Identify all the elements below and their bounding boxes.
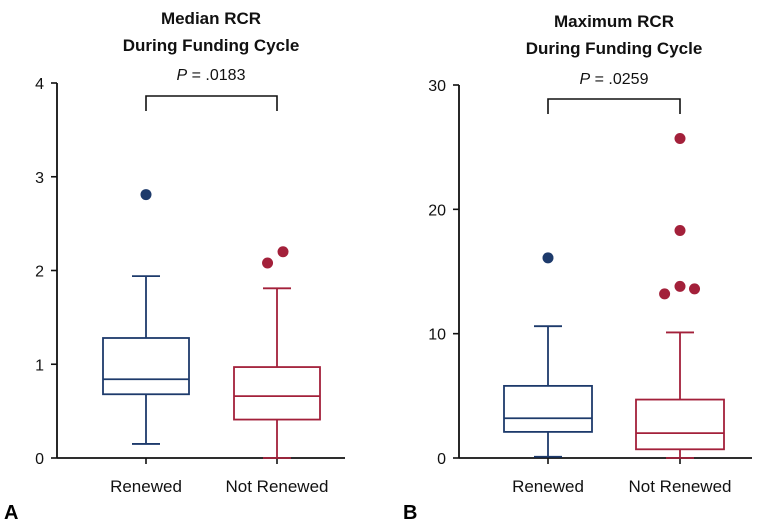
chart-title-line-2: During Funding Cycle: [526, 39, 703, 58]
x-tick-label: Renewed: [110, 477, 182, 496]
y-tick-label: 1: [35, 357, 44, 374]
box-not-renewed: [233, 246, 321, 459]
p-value-symbol: P: [580, 71, 591, 88]
significance-bracket: [145, 95, 278, 111]
interquartile-box: [102, 337, 190, 396]
y-tick-label: 10: [428, 327, 446, 344]
interquartile-box: [635, 398, 725, 451]
outlier-point: [262, 257, 274, 269]
y-tick-label: 0: [35, 451, 44, 468]
chart-title-line-2: During Funding Cycle: [123, 36, 300, 55]
p-value-label: P = .0259: [580, 71, 649, 88]
box-renewed: [102, 189, 190, 445]
y-tick-label: 0: [437, 451, 446, 468]
y-tick-label: 3: [35, 170, 44, 187]
outlier-point: [674, 224, 686, 236]
panel-label: B: [403, 502, 417, 521]
outlier-point: [674, 132, 686, 144]
interquartile-box: [503, 384, 593, 433]
box-not-renewed: [635, 132, 725, 459]
y-tick-label: 4: [35, 76, 44, 93]
panel-b: Maximum RCR During Funding Cycle P = .02…: [403, 12, 752, 521]
panel-a: Median RCR During Funding Cycle P = .018…: [4, 9, 345, 521]
p-value-text: = .0183: [187, 67, 245, 84]
panel-label: A: [4, 502, 18, 521]
x-tick-label: Renewed: [512, 477, 584, 496]
outlier-point: [277, 246, 289, 258]
interquartile-box: [233, 366, 321, 421]
y-tick-label: 2: [35, 264, 44, 281]
x-tick-label: Not Renewed: [628, 477, 731, 496]
outlier-point: [659, 288, 671, 300]
x-tick-label: Not Renewed: [225, 477, 328, 496]
significance-bracket: [547, 98, 681, 114]
outlier-point: [140, 189, 152, 201]
outlier-point: [542, 252, 554, 264]
p-value-label: P = .0183: [177, 67, 246, 84]
p-value-symbol: P: [177, 67, 188, 84]
box-renewed: [503, 252, 593, 458]
p-value-text: = .0259: [590, 71, 648, 88]
outlier-point: [674, 280, 686, 292]
y-tick-label: 30: [428, 78, 446, 95]
chart-title-line-1: Maximum RCR: [554, 12, 674, 31]
chart-title-line-1: Median RCR: [161, 9, 261, 28]
outlier-point: [689, 283, 701, 295]
y-tick-label: 20: [428, 202, 446, 219]
